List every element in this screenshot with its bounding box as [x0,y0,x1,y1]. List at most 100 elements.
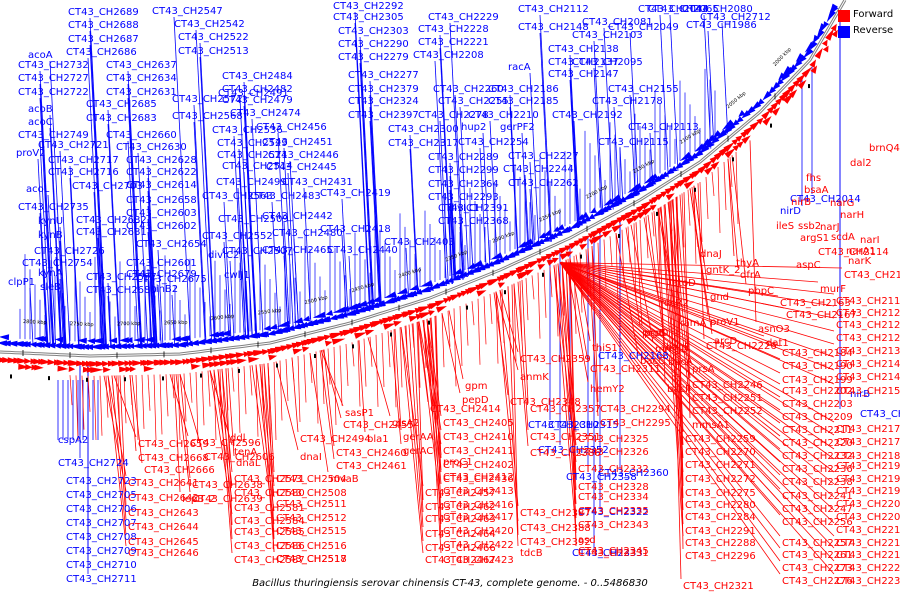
reverse-gene-label: CT43_CH2711 [66,574,137,585]
reverse-gene-leader [539,14,552,242]
forward-gene-line [717,166,721,234]
forward-gene-line [183,373,187,422]
reverse-gene-arrow [62,343,70,350]
forward-gene-arrow [146,359,157,366]
reverse-gene-leader [287,172,297,329]
forward-gene-line [405,325,409,368]
forward-gene-line [177,374,181,441]
forward-gene-arrow [76,360,86,367]
forward-gene-leader [561,261,577,505]
reverse-gene-lines [19,11,841,574]
forward-gene-leader [179,373,191,479]
reverse-gene-leader [243,94,257,337]
forward-gene-label: CT43_CH2184 [782,348,853,359]
forward-gene-line [105,375,109,418]
forward-gene-label: CT43_CH2261 [782,550,853,561]
reverse-gene-label: CT43_CH2637 [106,60,177,71]
forward-gene-label: CT43_CH2516 [276,541,347,552]
reverse-gene-arrow [517,241,528,248]
forward-gene-label: kamA [678,318,706,329]
reverse-gene-arrow [384,291,397,298]
forward-gene-arrow [143,365,155,372]
reverse-gene-label: CT43_CH2148 [518,22,589,33]
reverse-gene-label: divIC2 [208,250,239,261]
forward-gene-label: CT43_CH2190 [782,361,853,372]
reverse-gene-arrow [339,311,348,318]
reverse-gene-arrow [519,238,534,247]
reverse-gene-label: CT43_CH2710 [66,560,137,571]
reverse-gene-label: CT43_CH2721 [38,140,109,151]
reverse-gene-leader [341,198,349,316]
reverse-gene-arrow [209,331,220,338]
forward-gene-line [243,366,247,415]
forward-gene-label: CT43_CH2275 [685,488,756,499]
reverse-gene-label: CT43_CH2364 [428,179,499,190]
reverse-gene-label: CT43_CH2279 [338,52,409,63]
position-tick [694,187,696,192]
forward-gene-label: CT43_CH2135 [836,346,900,357]
reverse-gene-label: CT43_CH2514 [222,161,293,172]
forward-gene-label: CT43_CH2110 [844,270,900,281]
forward-gene-line [639,219,643,281]
reverse-gene-label: CT43_CH2479 [222,95,293,106]
forward-gene-line [327,348,331,385]
reverse-gene-arrow [68,343,82,350]
reverse-gene-leader [39,97,53,344]
forward-gene-line [195,372,199,441]
reverse-gene-leader [721,22,729,134]
reverse-gene-label: hup2 [461,122,486,133]
forward-gene-arrow [435,306,447,313]
reverse-gene-arrow [736,115,744,123]
forward-gene-label: gnd [710,292,729,303]
forward-gene-label: CT43_CH2462 [425,502,496,513]
reverse-gene-label: CT43_CH2654 [136,239,207,250]
forward-gene-arrow [591,234,605,244]
reverse-gene-leader [449,189,456,281]
reverse-gene-label: CT43_CH2547 [152,6,223,17]
reverse-gene-label: CT43_CH2749 [18,130,89,141]
forward-gene-line [75,375,79,441]
reverse-gene-arrow [636,185,648,194]
forward-gene-label: sasP1 [345,408,374,419]
forward-gene-label: CT43_CH2187 [836,451,900,462]
forward-gene-arrow [642,206,655,216]
forward-gene-leader [358,340,366,433]
reverse-gene-arrow [782,65,793,77]
forward-gene-leader [221,368,233,473]
reverse-gene-leader [43,268,49,344]
forward-gene-arrow [164,359,174,366]
reverse-gene-arrow [352,306,366,314]
reverse-gene-leader [107,109,121,346]
reverse-gene-leader [569,54,580,229]
reverse-gene-leader [489,120,498,265]
reverse-gene-arrow [460,271,469,277]
forward-gene-arrow [788,89,798,99]
reverse-gene-label: CT43_CH2303 [338,26,409,37]
reverse-gene-leader [524,174,530,249]
position-tick [238,368,240,373]
position-tick [466,305,468,310]
reverse-gene-label: CT43_CH2706 [66,504,137,515]
forward-gene-arrow [703,159,714,170]
reverse-gene-label: CT43_CH2229 [428,12,499,23]
forward-gene-line [399,327,403,388]
reverse-gene-arrow [651,173,659,180]
forward-gene-label: CT43_CH2386 [530,448,601,459]
reverse-gene-label: CT43_CH2683 [86,113,157,124]
forward-gene-label: CT43_CH2512 [276,513,347,524]
forward-gene-leader [320,350,344,407]
reverse-gene-label: CT43_CH2724 [58,458,129,469]
reverse-gene-label: CT43_CH2536 [212,125,283,136]
reverse-gene-arrow [649,179,657,186]
reverse-gene-label: CT43_CH2113 [628,122,699,133]
forward-gene-label: CT43_CH2311 [590,364,661,375]
reverse-gene-label: CT43_CH2681 [76,227,147,238]
reverse-gene-leader [359,62,373,310]
forward-gene-arrow [118,360,128,367]
forward-gene-label: CT43_CH2280 [685,500,756,511]
forward-gene-label: CT43_CH2211 [782,425,853,436]
forward-gene-label: CT43_CH2646 [128,548,199,559]
reverse-gene-arrow [131,342,143,349]
forward-gene-label: dat1 [766,338,789,349]
reverse-gene-arrow [16,341,28,348]
